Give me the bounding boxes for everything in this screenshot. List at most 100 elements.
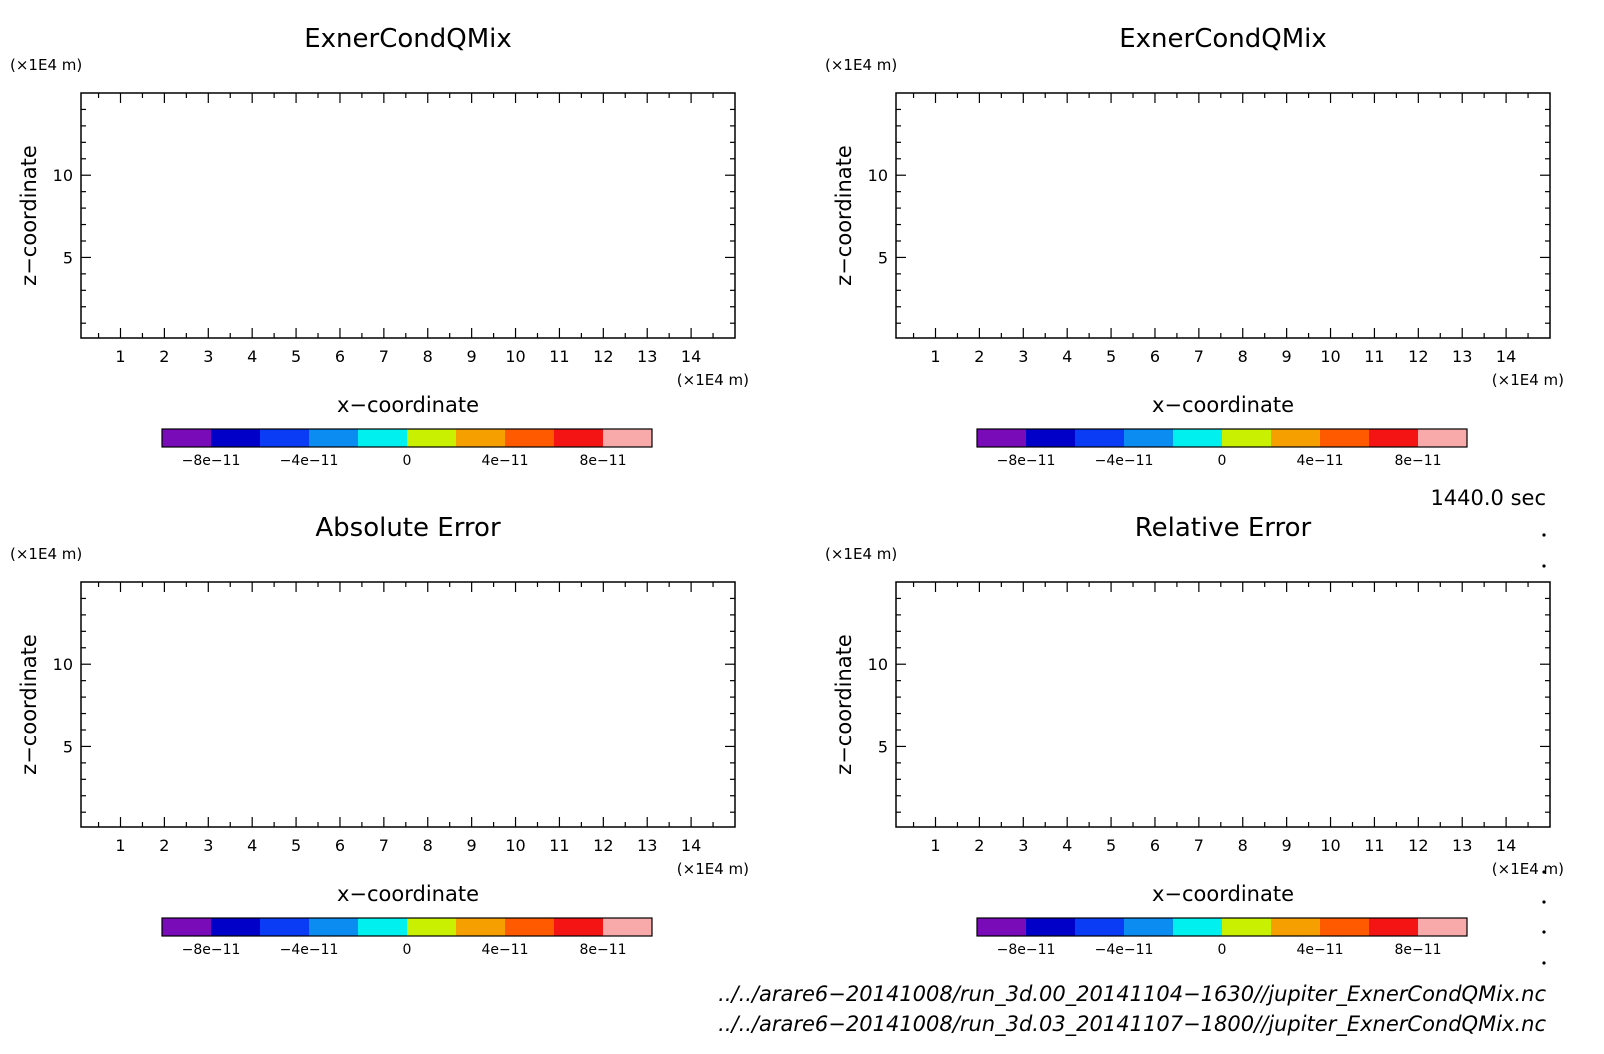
timestamp-label: 1440.0 sec (1430, 486, 1546, 510)
x-tick-label: 8 (1238, 836, 1248, 855)
colorbar-swatch (603, 918, 652, 936)
colorbar-swatch (1124, 429, 1173, 447)
x-tick-label: 13 (1452, 836, 1472, 855)
y-axis-label: z−coordinate (832, 634, 856, 775)
x-tick-label: 6 (1150, 347, 1160, 366)
x-tick-label: 12 (1408, 347, 1428, 366)
y-axis-label: z−coordinate (17, 634, 41, 775)
x-tick-label: 13 (637, 347, 657, 366)
x-tick-label: 8 (423, 347, 433, 366)
colorbar-tick-label: −8e−11 (997, 453, 1056, 469)
colorbar-swatch (554, 429, 603, 447)
x-tick-label: 11 (549, 347, 569, 366)
footer-file2: ../../arare6−20141008/run_3d.03_20141107… (718, 1012, 1546, 1037)
x-tick-label: 12 (593, 836, 613, 855)
x-axis-unit: (×1E4 m) (677, 860, 749, 878)
plot-frame (895, 92, 1551, 339)
chart-panel: Absolute Error(×1E4 m)1 2 3 4 5 6 7 8 9 10 11 12 13 1… (10, 513, 749, 958)
colorbar-swatch (505, 918, 554, 936)
colorbar-swatch (505, 429, 554, 447)
x-tick-label: 3 (1018, 347, 1028, 366)
plot-frame (80, 92, 736, 339)
chart-title: ExnerCondQMix (1119, 24, 1327, 54)
colorbar-swatch (1271, 429, 1320, 447)
y-tick-label: 10 (53, 655, 73, 674)
colorbar-swatch (407, 918, 456, 936)
colorbar-swatch (456, 918, 505, 936)
colorbar-swatch (309, 918, 358, 936)
colorbar-swatch (456, 429, 505, 447)
colorbar-tick-label: 0 (1218, 942, 1227, 958)
colorbar-frame (976, 428, 1468, 448)
colorbar-swatch (554, 918, 603, 936)
x-tick-label: 14 (1496, 347, 1516, 366)
x-tick-label: 12 (593, 347, 613, 366)
y-tick-label: 5 (63, 737, 73, 756)
x-tick-label: 14 (681, 347, 701, 366)
x-tick-label: 13 (1452, 347, 1472, 366)
colorbar-swatch (162, 429, 211, 447)
colorbar-swatch (1124, 918, 1173, 936)
colorbar-tick-label: 8e−11 (1394, 453, 1441, 469)
x-tick-label: 2 (974, 347, 984, 366)
colorbar-swatch (407, 429, 456, 447)
colorbar-swatch (1369, 918, 1418, 936)
footer-file1: ../../arare6−20141008/run_3d.00_20141104… (718, 982, 1546, 1007)
colorbar-tick-label: 4e−11 (1296, 453, 1343, 469)
x-axis-unit: (×1E4 m) (1492, 860, 1564, 878)
y-axis-unit: (×1E4 m) (825, 56, 897, 74)
colorbar-tick-label: 8e−11 (1394, 942, 1441, 958)
colorbar-swatch (260, 429, 309, 447)
x-tick-label: 1 (115, 347, 125, 366)
x-axis-label: x−coordinate (1152, 882, 1294, 906)
colorbar-frame (161, 917, 653, 937)
x-axis-unit: (×1E4 m) (677, 371, 749, 389)
y-axis-label: z−coordinate (17, 145, 41, 286)
colorbar-tick-label: −4e−11 (1095, 453, 1154, 469)
x-tick-label: 12 (1408, 836, 1428, 855)
x-tick-label: 7 (379, 347, 389, 366)
x-tick-label: 3 (203, 836, 213, 855)
x-tick-label: 5 (1106, 347, 1116, 366)
y-tick-label: 5 (878, 248, 888, 267)
x-tick-label: 6 (335, 347, 345, 366)
x-tick-label: 8 (423, 836, 433, 855)
x-tick-label: 5 (1106, 836, 1116, 855)
colorbar-swatch (1026, 918, 1075, 936)
x-tick-label: 10 (1320, 836, 1340, 855)
x-tick-label: 2 (159, 836, 169, 855)
chart-panel: ExnerCondQMix(×1E4 m)1 2 3 4 5 6 7 8 9 10 11 12 13 14… (825, 24, 1564, 469)
x-tick-label: 13 (637, 836, 657, 855)
colorbar-swatch (211, 429, 260, 447)
x-tick-label: 9 (467, 836, 477, 855)
colorbar-swatch (162, 918, 211, 936)
colorbar-swatch (309, 429, 358, 447)
x-tick-label: 4 (247, 347, 257, 366)
x-axis-label: x−coordinate (337, 882, 479, 906)
colorbar-tick-label: −4e−11 (280, 453, 339, 469)
colorbar-swatch (977, 918, 1026, 936)
colorbar-swatch (977, 429, 1026, 447)
y-tick-label: 5 (878, 737, 888, 756)
x-axis-unit: (×1E4 m) (1492, 371, 1564, 389)
x-tick-label: 10 (505, 836, 525, 855)
x-tick-label: 6 (335, 836, 345, 855)
x-tick-label: 11 (549, 836, 569, 855)
colorbar-swatch (603, 429, 652, 447)
x-tick-label: 4 (1062, 836, 1072, 855)
colorbar-swatch (260, 918, 309, 936)
x-tick-label: 7 (1194, 836, 1204, 855)
colorbar-swatch (358, 918, 407, 936)
x-tick-label: 2 (974, 836, 984, 855)
y-axis-label: z−coordinate (832, 145, 856, 286)
x-tick-label: 5 (291, 836, 301, 855)
colorbar-swatch (1026, 429, 1075, 447)
x-tick-label: 4 (1062, 347, 1072, 366)
plot-frame (895, 581, 1551, 828)
x-axis-label: x−coordinate (1152, 393, 1294, 417)
chart-title: Relative Error (1135, 513, 1312, 543)
colorbar-swatch (1271, 918, 1320, 936)
chart-panel: ExnerCondQMix(×1E4 m)1 2 3 4 5 6 7 8 9 10 11 12 13 14… (10, 24, 749, 469)
x-tick-label: 11 (1364, 836, 1384, 855)
